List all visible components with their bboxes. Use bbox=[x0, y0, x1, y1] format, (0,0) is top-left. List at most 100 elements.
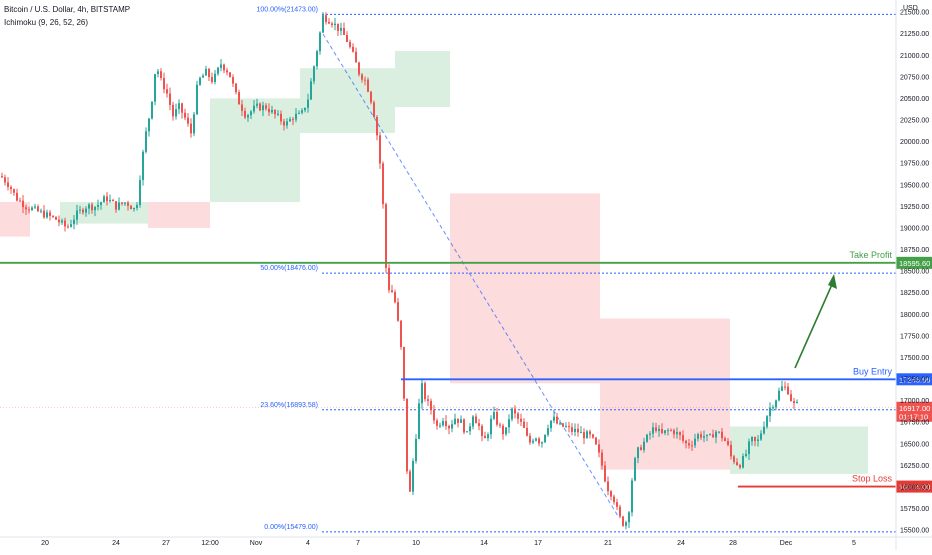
candle-body bbox=[184, 112, 186, 118]
candle-body bbox=[508, 419, 510, 428]
cloud-segment bbox=[450, 193, 600, 384]
candle-body bbox=[751, 436, 753, 442]
x-tick-label: 21 bbox=[604, 540, 612, 547]
candle-body bbox=[196, 84, 198, 115]
buy-entry-price: 17246.66 bbox=[899, 375, 930, 384]
candle-body bbox=[274, 109, 276, 115]
candle-body bbox=[55, 216, 57, 220]
candle-body bbox=[34, 206, 36, 208]
candle-body bbox=[343, 27, 345, 35]
candle-body bbox=[208, 68, 210, 78]
candle-body bbox=[385, 204, 387, 268]
x-tick-label: 27 bbox=[162, 540, 170, 547]
candle-body bbox=[25, 207, 27, 210]
candle-body bbox=[307, 99, 309, 108]
candle-body bbox=[13, 189, 15, 193]
candle-body bbox=[91, 204, 93, 211]
candle-body bbox=[247, 115, 249, 118]
candle-body bbox=[301, 110, 303, 113]
y-tick-label: 16750.00 bbox=[900, 420, 929, 427]
candle-body bbox=[625, 522, 627, 526]
candle-body bbox=[331, 23, 333, 25]
take-profit-price: 18595.60 bbox=[899, 259, 930, 268]
candle-body bbox=[778, 390, 780, 401]
candle-body bbox=[472, 416, 474, 427]
candle-body bbox=[370, 91, 372, 103]
candle-body bbox=[589, 431, 591, 435]
candle-body bbox=[157, 71, 159, 75]
candle-body bbox=[673, 430, 675, 435]
candle-body bbox=[631, 480, 633, 513]
current-price: 16917.00 bbox=[899, 404, 930, 413]
candle-body bbox=[520, 418, 522, 422]
fib-trend-line bbox=[322, 33, 619, 517]
candle-body bbox=[4, 177, 6, 183]
candle-body bbox=[775, 400, 777, 408]
y-tick-label: 18500.00 bbox=[900, 269, 929, 276]
candle-body bbox=[538, 438, 540, 444]
candle-body bbox=[646, 434, 648, 442]
candle-body bbox=[616, 502, 618, 507]
candle-body bbox=[604, 465, 606, 482]
candle-body bbox=[334, 23, 336, 25]
candle-body bbox=[319, 32, 321, 52]
candle-body bbox=[547, 428, 549, 435]
candle-body bbox=[28, 209, 30, 211]
candle-body bbox=[190, 123, 192, 134]
candle-body bbox=[85, 208, 87, 213]
current-price-tag bbox=[896, 401, 932, 422]
candle-body bbox=[325, 15, 327, 22]
candle-body bbox=[553, 416, 555, 421]
candle-body bbox=[289, 119, 291, 122]
candle-body bbox=[379, 135, 381, 164]
candle-body bbox=[259, 103, 261, 111]
candle-body bbox=[754, 436, 756, 441]
candle-body bbox=[448, 426, 450, 429]
candle-body bbox=[262, 105, 264, 111]
candle-body bbox=[121, 202, 123, 204]
candle-body bbox=[586, 431, 588, 439]
y-tick-label: 20500.00 bbox=[900, 96, 929, 103]
candle-body bbox=[160, 71, 162, 78]
x-tick-label: 12:00 bbox=[201, 540, 219, 547]
candle-body bbox=[106, 196, 108, 202]
candle-body bbox=[481, 425, 483, 436]
candle-body bbox=[715, 431, 717, 438]
candle-body bbox=[559, 423, 561, 425]
candle-body bbox=[136, 205, 138, 208]
candle-body bbox=[412, 461, 414, 492]
candle-body bbox=[256, 103, 258, 106]
y-tick-label: 16500.00 bbox=[900, 441, 929, 448]
candle-body bbox=[691, 445, 693, 447]
candle-body bbox=[514, 408, 516, 414]
candle-body bbox=[73, 219, 75, 225]
candle-body bbox=[718, 431, 720, 433]
candle-body bbox=[340, 27, 342, 31]
candle-body bbox=[766, 416, 768, 427]
candle-body bbox=[241, 104, 243, 111]
candle-body bbox=[787, 386, 789, 395]
candle-body bbox=[451, 424, 453, 429]
candle-body bbox=[736, 462, 738, 466]
candle-body bbox=[364, 79, 366, 81]
candle-body bbox=[277, 113, 279, 115]
candle-body bbox=[727, 440, 729, 445]
candle-body bbox=[220, 64, 222, 68]
candle-body bbox=[46, 212, 48, 218]
candle-body bbox=[22, 200, 24, 208]
candle-body bbox=[439, 425, 441, 427]
projection-arrow bbox=[794, 279, 835, 369]
candle-body bbox=[373, 102, 375, 117]
y-tick-label: 20750.00 bbox=[900, 74, 929, 81]
candle-body bbox=[268, 108, 270, 113]
candle-body bbox=[52, 215, 54, 217]
candle-body bbox=[724, 438, 726, 441]
candle-body bbox=[328, 21, 330, 24]
candle-body bbox=[271, 109, 273, 113]
y-tick-label: 20000.00 bbox=[900, 139, 929, 146]
candle-body bbox=[88, 204, 90, 209]
candle-body bbox=[7, 182, 9, 187]
